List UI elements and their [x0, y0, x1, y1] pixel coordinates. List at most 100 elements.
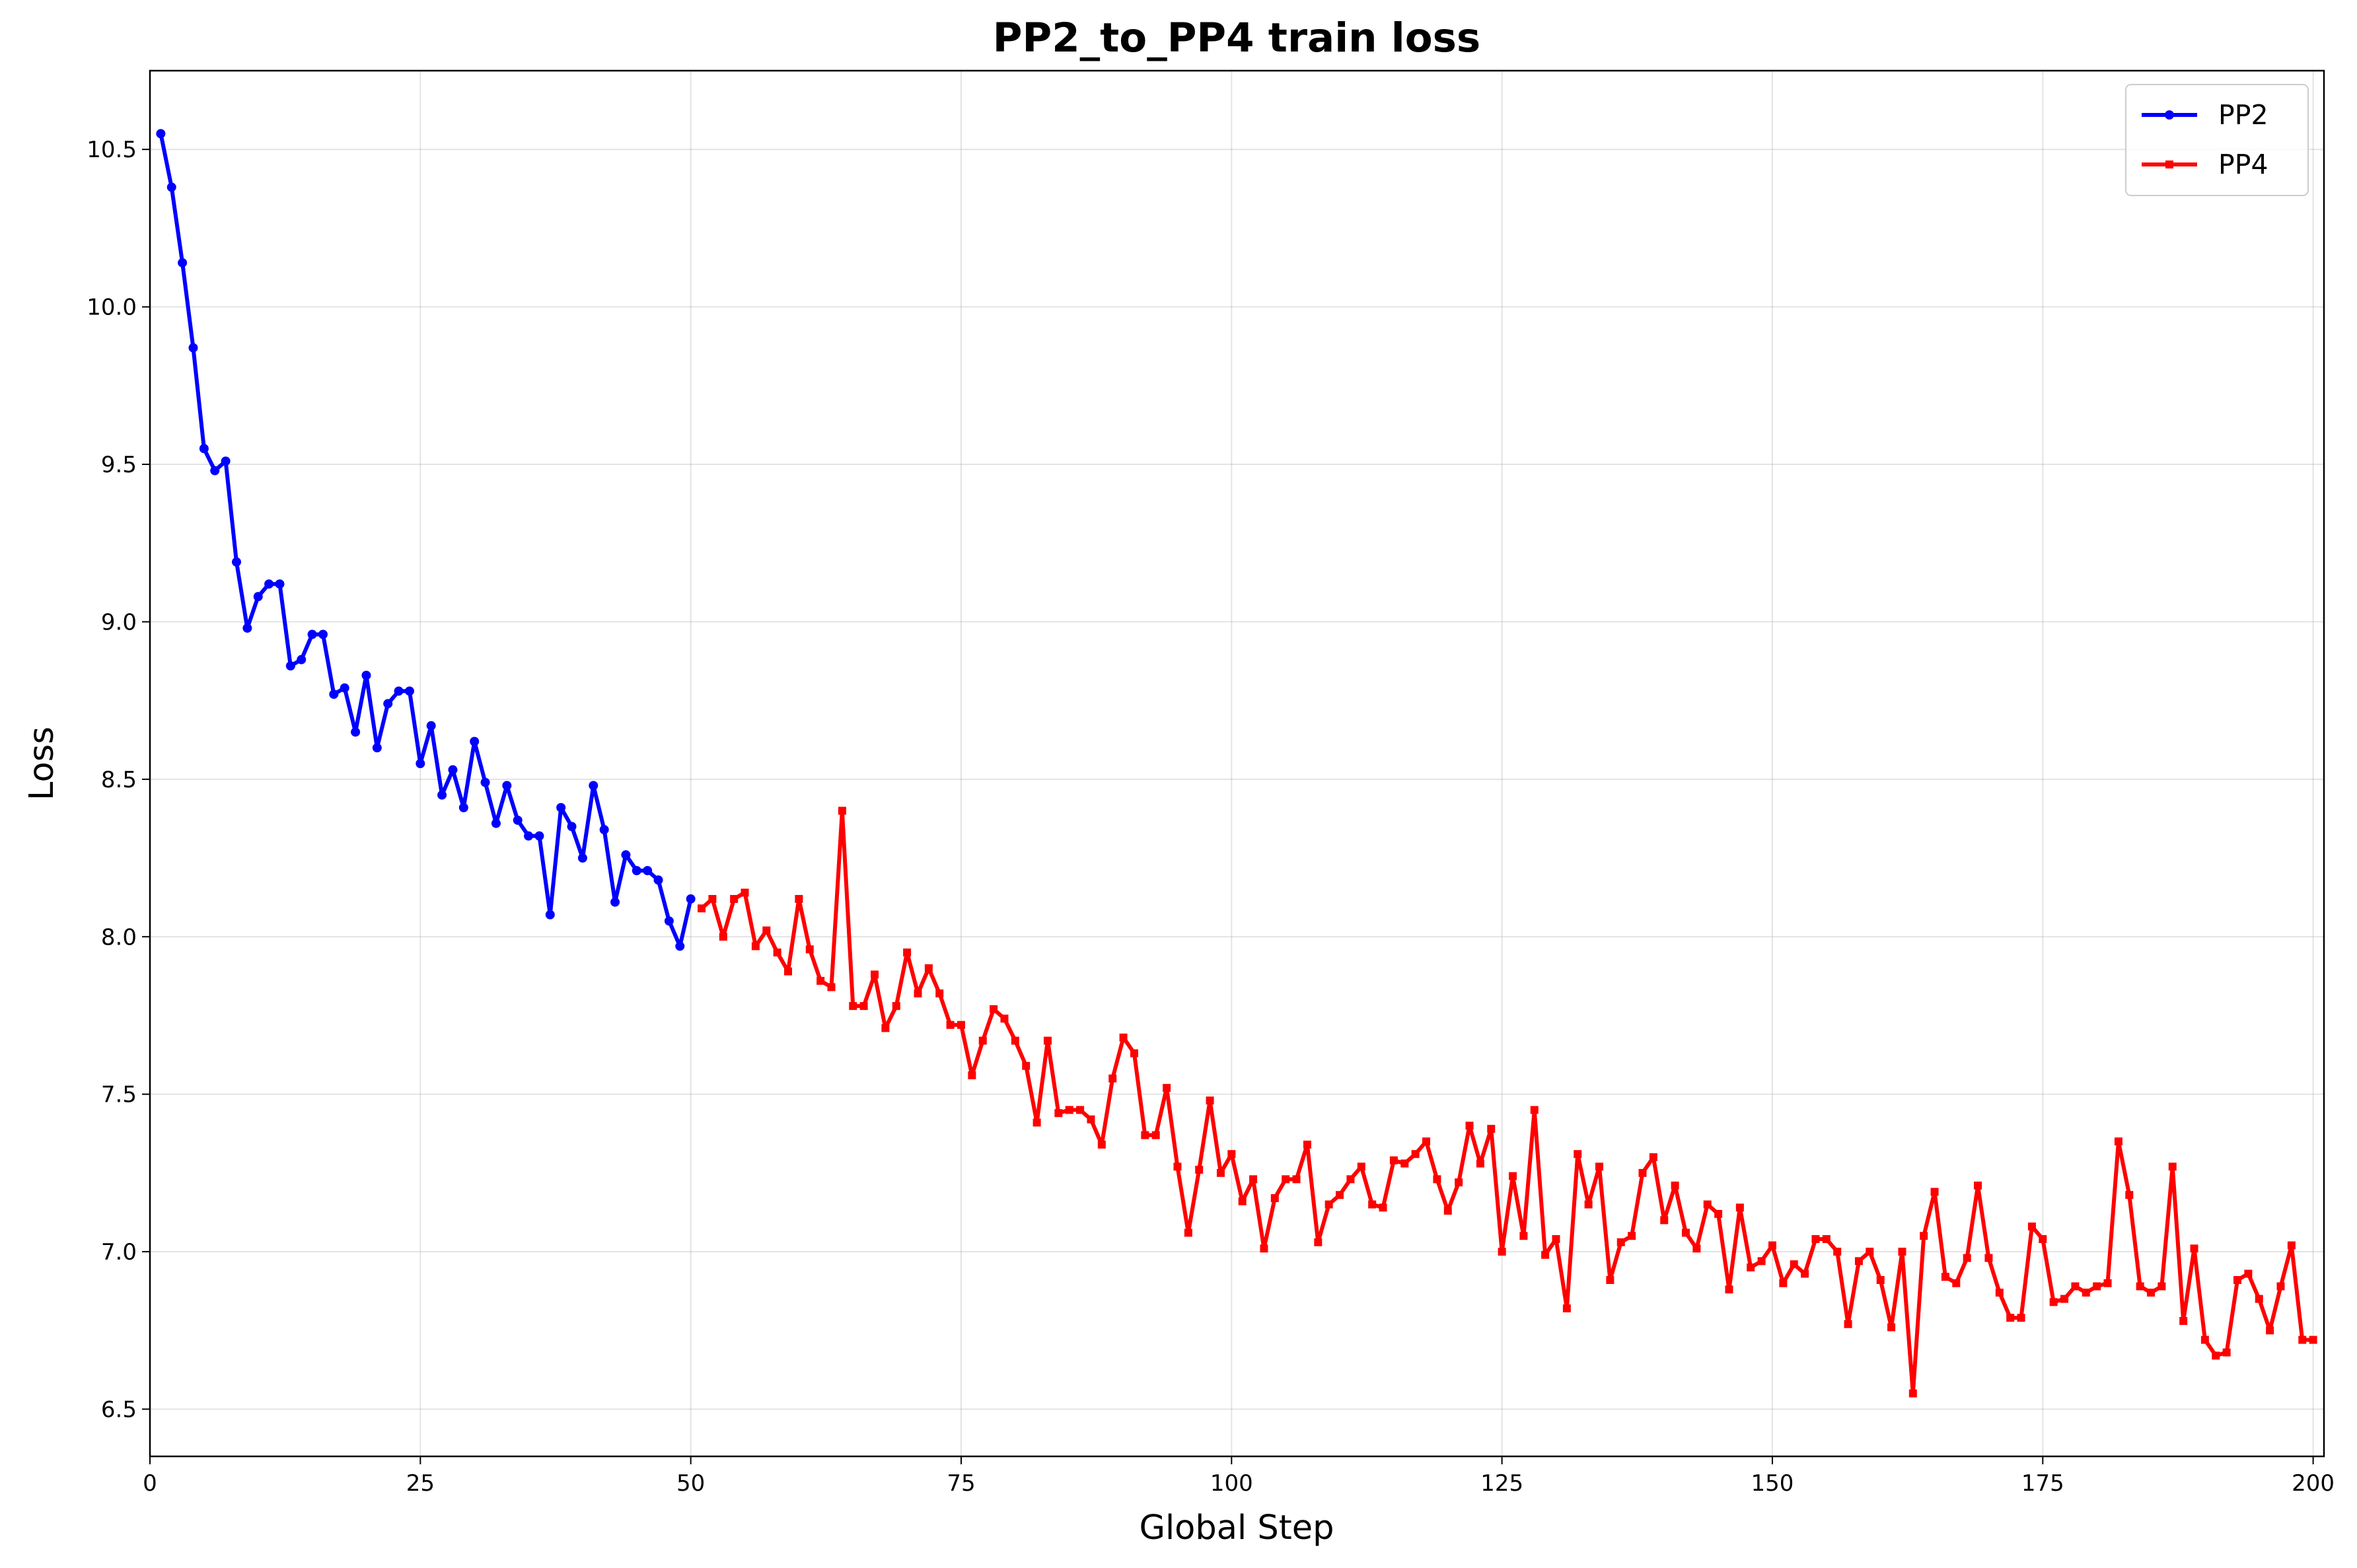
data-point-pp4 — [1336, 1191, 1344, 1199]
data-point-pp4 — [2298, 1336, 2307, 1344]
data-point-pp4 — [1238, 1197, 1247, 1205]
data-point-pp4 — [2114, 1137, 2122, 1146]
data-point-pp4 — [1357, 1162, 1365, 1171]
data-point-pp4 — [1671, 1181, 1679, 1190]
data-point-pp2 — [231, 557, 241, 567]
data-point-pp4 — [1681, 1229, 1690, 1237]
data-point-pp4 — [2233, 1275, 2242, 1284]
data-point-pp4 — [1649, 1153, 1657, 1162]
data-point-pp4 — [2287, 1241, 2296, 1250]
y-tick-label: 8.5 — [101, 767, 137, 793]
data-point-pp2 — [372, 743, 382, 753]
data-point-pp4 — [2158, 1282, 2166, 1291]
data-point-pp4 — [1097, 1140, 1106, 1149]
data-point-pp4 — [1206, 1096, 1214, 1105]
series-pp2 — [156, 129, 696, 951]
y-tick-label: 7.5 — [101, 1082, 137, 1108]
data-point-pp4 — [1022, 1061, 1031, 1070]
data-point-pp4 — [1065, 1106, 1073, 1114]
y-tick-label: 7.0 — [101, 1239, 137, 1265]
data-point-pp4 — [1195, 1166, 1204, 1174]
data-point-pp2 — [470, 736, 480, 746]
data-point-pp4 — [1844, 1320, 1852, 1328]
data-point-pp4 — [1282, 1175, 1290, 1184]
x-tick-label: 75 — [947, 1470, 975, 1497]
data-point-pp4 — [1963, 1254, 1971, 1262]
data-point-pp2 — [394, 686, 404, 696]
data-point-pp4 — [730, 895, 739, 904]
data-point-pp4 — [1151, 1131, 1160, 1139]
data-point-pp2 — [556, 802, 566, 812]
data-point-pp2 — [664, 916, 674, 926]
data-point-pp2 — [632, 866, 641, 876]
data-point-pp4 — [968, 1071, 976, 1080]
data-point-pp4 — [1033, 1118, 1041, 1127]
data-point-pp2 — [545, 909, 555, 919]
data-point-pp2 — [458, 802, 468, 812]
data-point-pp4 — [1324, 1200, 1333, 1209]
data-point-pp4 — [1076, 1106, 1085, 1114]
data-point-pp4 — [2125, 1191, 2134, 1199]
data-point-pp4 — [2200, 1336, 2209, 1344]
y-tick-label: 10.5 — [87, 137, 137, 163]
data-point-pp4 — [1227, 1150, 1236, 1158]
data-point-pp4 — [1660, 1216, 1669, 1225]
data-point-pp4 — [1735, 1203, 1744, 1212]
data-point-pp4 — [978, 1036, 987, 1045]
data-point-pp4 — [1616, 1238, 1625, 1246]
data-point-pp4 — [784, 967, 793, 976]
legend: PP2 PP4 — [2125, 84, 2309, 196]
data-point-pp2 — [340, 683, 349, 693]
data-point-pp4 — [1314, 1238, 1323, 1246]
data-point-pp4 — [1130, 1049, 1138, 1057]
data-point-pp4 — [1995, 1289, 2004, 1297]
data-point-pp4 — [1108, 1074, 1117, 1083]
data-point-pp4 — [1346, 1175, 1355, 1184]
data-point-pp4 — [903, 948, 912, 957]
data-point-pp4 — [1908, 1389, 1917, 1398]
data-point-pp4 — [1476, 1159, 1484, 1168]
data-point-pp4 — [871, 970, 879, 979]
data-point-pp4 — [2082, 1289, 2090, 1297]
data-point-pp4 — [1498, 1248, 1506, 1256]
data-point-pp4 — [1379, 1203, 1387, 1212]
data-point-pp2 — [210, 466, 220, 476]
data-point-pp4 — [1519, 1232, 1528, 1240]
data-point-pp2 — [221, 456, 231, 466]
data-point-pp4 — [1043, 1036, 1052, 1045]
data-point-pp2 — [264, 579, 274, 589]
data-point-pp4 — [1389, 1156, 1398, 1164]
data-point-pp2 — [643, 866, 653, 876]
data-point-pp4 — [1141, 1131, 1149, 1139]
legend-marker-pp2 — [2165, 110, 2174, 120]
data-point-pp4 — [1952, 1279, 1961, 1287]
data-point-pp4 — [1119, 1033, 1128, 1042]
data-point-pp2 — [437, 790, 447, 800]
data-point-pp4 — [1552, 1234, 1560, 1243]
x-axis-label: Global Step — [1139, 1509, 1334, 1548]
data-point-pp4 — [1260, 1244, 1268, 1253]
data-point-pp2 — [502, 781, 512, 791]
data-point-pp2 — [404, 686, 414, 696]
data-point-pp2 — [329, 690, 339, 699]
data-point-pp4 — [1541, 1250, 1550, 1259]
data-point-pp4 — [1606, 1275, 1614, 1284]
x-tick-label: 50 — [676, 1470, 705, 1497]
data-point-pp4 — [881, 1024, 890, 1032]
axis-ticks: 0 25 50 75 100 125 150 175 200 6.5 7.0 7.5 8.0 8.5 9.0… — [87, 137, 2335, 1497]
data-point-pp4 — [1422, 1137, 1431, 1146]
data-point-pp4 — [1920, 1232, 1928, 1240]
data-point-pp4 — [2071, 1282, 2080, 1291]
data-point-pp2 — [383, 699, 393, 709]
data-point-pp2 — [589, 781, 598, 791]
data-point-pp4 — [924, 964, 933, 972]
data-point-pp4 — [990, 1005, 998, 1013]
y-tick-label: 10.0 — [87, 295, 137, 321]
data-point-pp4 — [762, 926, 771, 935]
data-point-pp4 — [1216, 1168, 1225, 1177]
data-point-pp2 — [199, 444, 209, 454]
data-point-pp4 — [914, 989, 922, 998]
series-line-pp4 — [700, 808, 2313, 1396]
legend-box — [2125, 84, 2309, 196]
data-point-pp4 — [2039, 1234, 2047, 1243]
